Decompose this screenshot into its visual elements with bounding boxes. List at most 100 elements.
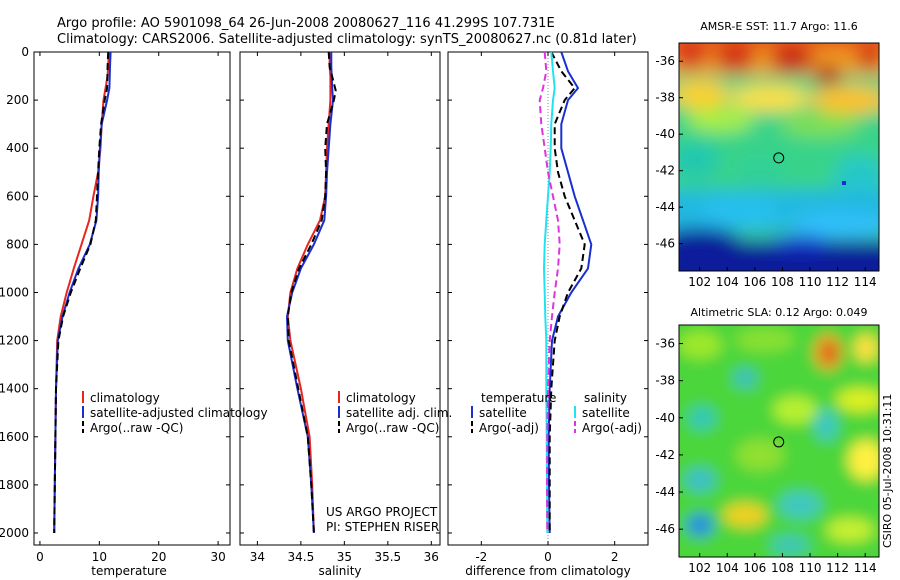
sst-pixel-spot <box>842 181 846 185</box>
sst-map-panel: AMSR-E SST: 11.7 Argo: 11.6 <box>655 20 880 289</box>
side-timestamp-label: CSIRO 05-Jul-2008 10:31:11 <box>881 394 894 548</box>
difference-xlabel: difference from climatology <box>465 564 631 578</box>
sst-map-title: AMSR-E SST: 11.7 Argo: 11.6 <box>700 20 858 33</box>
salinity-legend-label: satellite adj. clim. <box>346 406 452 420</box>
salinity-xtick-label: 35 <box>337 550 352 564</box>
sst_map-ytick-label: -44 <box>655 200 675 214</box>
temperature-panel: 0 10 20 30 0 200 400 600 800 1000 1200 1400 1600 1800… <box>0 45 268 578</box>
temperature-ytick-label: 1800 <box>0 478 29 492</box>
sla_map-xtick-label: 102 <box>688 561 711 575</box>
sla_map-ytick-label: -36 <box>655 337 675 351</box>
temperature-ytick-label: 800 <box>6 237 29 251</box>
temperature-xtick-label: 30 <box>210 550 225 564</box>
temperature-ytick-label: 1600 <box>0 430 29 444</box>
sla-float-marker <box>773 436 785 448</box>
temperature-xtick-label: 10 <box>92 550 107 564</box>
sla_map-xtick-label: 114 <box>854 561 877 575</box>
sla-map-ticks: 102 104 106 108 110 112 114 -36 -38 -40 -42 -44 -46 <box>655 337 876 575</box>
salinity-profile-lines <box>286 51 337 534</box>
temperature-legend-label: Argo(..raw -QC) <box>90 421 183 435</box>
temperature-line-satellite-adjusted-climatology <box>53 51 112 534</box>
salinity-xtick-label: 34 <box>250 550 265 564</box>
sst-heatmap <box>679 43 879 271</box>
difference-legend-label: satellite <box>582 406 630 420</box>
sla_map-ytick-label: -46 <box>655 522 675 536</box>
temperature-xtick-label: 20 <box>151 550 166 564</box>
sla_map-ytick-label: -38 <box>655 374 675 388</box>
sla_map-xtick-label: 112 <box>826 561 849 575</box>
sst_map-xtick-label: 108 <box>771 275 794 289</box>
temperature-profile-lines <box>53 51 112 534</box>
difference-line-temperature-argo-adj <box>548 51 586 533</box>
sla-map-title: Altimetric SLA: 0.12 Argo: 0.049 <box>690 306 867 319</box>
temperature-line-argo-raw-qc <box>53 51 110 534</box>
salinity-axes-box <box>239 51 441 546</box>
difference-legend-group-title: temperature <box>481 391 556 405</box>
temperature-ytick-label: 1400 <box>0 382 29 396</box>
sla_map-ytick-label: -44 <box>655 485 675 499</box>
sst_map-xtick-label: 104 <box>716 275 739 289</box>
temperature-ytick-label: 2000 <box>0 526 29 540</box>
header-line-1: Argo profile: AO 5901098_64 26-Jun-2008 … <box>57 16 555 31</box>
salinity-ticks: 34 34.5 35 35.5 36 <box>240 51 440 564</box>
temperature-legend-label: satellite-adjusted climatology <box>90 406 268 420</box>
temperature-legend-label: climatology <box>90 391 160 405</box>
temperature-ytick-label: 200 <box>6 93 29 107</box>
temperature-ytick-label: 1000 <box>0 285 29 299</box>
difference-xtick-label: 0 <box>544 550 552 564</box>
difference-legend-label: Argo(-adj) <box>582 421 642 435</box>
difference-xtick-label: -2 <box>475 550 487 564</box>
difference-ticks: -2 0 2 <box>448 51 648 564</box>
temperature-ticks: 0 10 20 30 0 200 400 600 800 1000 1200 1400 1600 1800… <box>0 45 230 564</box>
sst_map-ytick-label: -38 <box>655 91 675 105</box>
header-line-2: Climatology: CARS2006. Satellite-adjuste… <box>57 32 637 47</box>
temperature-xlabel: temperature <box>91 564 166 578</box>
sla_map-xtick-label: 110 <box>799 561 822 575</box>
sla_map-ytick-label: -40 <box>655 411 675 425</box>
sla_map-xtick-label: 108 <box>771 561 794 575</box>
sst_map-ytick-label: -42 <box>655 164 675 178</box>
difference-legend-label: Argo(-adj) <box>479 421 539 435</box>
salinity-xtick-label: 34.5 <box>288 550 315 564</box>
temperature-ytick-label: 400 <box>6 141 29 155</box>
sst_map-ytick-label: -40 <box>655 127 675 141</box>
difference-legend-label: satellite <box>479 406 527 420</box>
sst_map-xtick-label: 102 <box>688 275 711 289</box>
sst_map-ytick-label: -36 <box>655 54 675 68</box>
salinity-panel: 34 34.5 35 35.5 36 salinity climatologysatel… <box>239 51 452 578</box>
difference-line-salinity-argo-adj <box>538 51 561 534</box>
sst_map-xtick-label: 112 <box>826 275 849 289</box>
temperature-xtick-label: 0 <box>36 550 44 564</box>
sst-float-marker <box>773 152 785 164</box>
salinity-legend-label: Argo(..raw -QC) <box>346 421 439 435</box>
sst_map-xtick-label: 106 <box>743 275 766 289</box>
difference-profile-lines <box>538 51 593 534</box>
difference-xtick-label: 2 <box>611 550 619 564</box>
salinity-xtick-label: 36 <box>424 550 439 564</box>
difference-line-temperature-satellite <box>547 51 593 534</box>
difference-line-salinity-satellite <box>543 51 556 534</box>
sst-map-frame <box>678 42 880 272</box>
sla-heatmap <box>679 325 879 557</box>
difference-legend-group-title: salinity <box>584 391 627 405</box>
temperature-ytick-label: 600 <box>6 189 29 203</box>
salinity-xlabel: salinity <box>318 564 361 578</box>
sst-map-ticks: 102 104 106 108 110 112 114 -36 -38 -40 -42 -44 -46 <box>655 54 876 289</box>
temperature-axes-box <box>33 51 231 546</box>
sla_map-ytick-label: -42 <box>655 448 675 462</box>
sst_map-ytick-label: -46 <box>655 237 675 251</box>
sla_map-xtick-label: 104 <box>716 561 739 575</box>
difference-panel: -2 0 2 difference from climatology tempera… <box>447 51 649 578</box>
salinity-legend-label: climatology <box>346 391 416 405</box>
sla-map-frame <box>678 324 880 558</box>
salinity-line-argo-raw-qc <box>286 51 337 534</box>
project-annotation: US ARGO PROJECT <box>326 505 438 519</box>
sst_map-xtick-label: 110 <box>799 275 822 289</box>
difference-legend: temperaturesatelliteArgo(-adj)salinitysa… <box>471 391 642 435</box>
temperature-ytick-label: 0 <box>21 45 29 59</box>
pi-annotation: PI: STEPHEN RISER <box>326 520 439 534</box>
salinity-line-climatology <box>286 52 332 534</box>
sst_map-xtick-label: 114 <box>854 275 877 289</box>
